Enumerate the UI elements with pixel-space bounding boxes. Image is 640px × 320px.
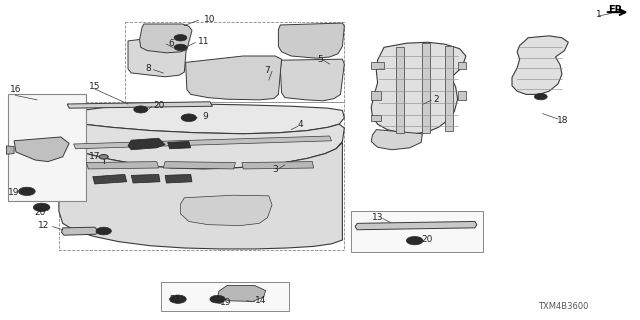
Polygon shape [168,141,191,149]
Polygon shape [371,115,381,121]
Text: 21: 21 [169,295,180,304]
Polygon shape [371,91,381,100]
Text: 19: 19 [220,298,231,307]
Text: 6: 6 [169,39,174,48]
Text: 19: 19 [8,188,20,196]
Text: 13: 13 [372,213,383,222]
Text: 11: 11 [198,37,209,46]
Text: 16: 16 [10,85,21,94]
Circle shape [406,236,423,245]
Polygon shape [74,136,332,149]
Polygon shape [396,47,404,133]
Text: 5: 5 [317,55,323,64]
Text: 9: 9 [202,112,207,121]
Polygon shape [65,104,344,134]
Polygon shape [14,137,69,162]
Text: 14: 14 [255,296,267,305]
Text: 15: 15 [89,82,100,91]
Polygon shape [61,121,344,169]
Text: 7: 7 [265,66,270,75]
Polygon shape [422,43,430,133]
Circle shape [99,155,108,159]
Polygon shape [371,42,466,134]
Polygon shape [280,59,344,101]
Polygon shape [67,102,212,108]
Text: 18: 18 [557,116,569,124]
Polygon shape [355,221,477,230]
Text: 17: 17 [89,152,100,161]
Circle shape [174,35,187,41]
Text: 1: 1 [596,10,601,19]
Text: 8: 8 [146,64,151,73]
Circle shape [134,106,148,113]
Text: 2: 2 [434,95,439,104]
Polygon shape [218,285,266,301]
Polygon shape [140,24,192,53]
Circle shape [181,114,196,122]
Polygon shape [351,211,483,252]
Circle shape [534,93,547,100]
Polygon shape [186,56,282,100]
Text: 20: 20 [153,101,164,110]
Text: 20: 20 [422,236,433,244]
Polygon shape [161,282,289,311]
Polygon shape [86,162,159,169]
Text: 20: 20 [34,208,45,217]
Text: 3: 3 [273,165,278,174]
Polygon shape [61,227,97,235]
Polygon shape [278,23,344,58]
Polygon shape [445,46,453,131]
Polygon shape [458,91,466,100]
Polygon shape [6,146,14,154]
Polygon shape [180,195,272,226]
Polygon shape [512,36,568,94]
Text: 4: 4 [298,120,303,129]
Polygon shape [163,162,236,169]
Polygon shape [131,174,160,183]
Text: FR.: FR. [608,4,626,15]
Circle shape [210,295,225,303]
Text: 12: 12 [38,221,49,230]
Circle shape [19,187,35,196]
Circle shape [96,227,111,235]
Circle shape [174,44,187,51]
Text: TXM4B3600: TXM4B3600 [538,302,589,311]
Circle shape [33,203,50,212]
Polygon shape [8,94,86,201]
Polygon shape [458,62,466,69]
Polygon shape [371,130,422,150]
Polygon shape [128,138,165,150]
Polygon shape [128,35,187,77]
Polygon shape [59,141,342,249]
Polygon shape [371,62,384,69]
Polygon shape [93,174,127,184]
Circle shape [170,295,186,303]
Polygon shape [242,162,314,169]
Polygon shape [165,174,192,183]
Text: 10: 10 [204,15,216,24]
